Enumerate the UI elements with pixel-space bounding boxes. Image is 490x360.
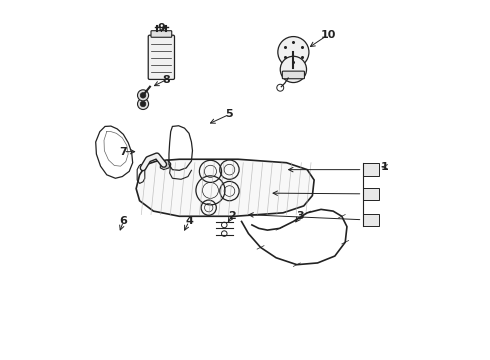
Circle shape <box>138 98 148 109</box>
Circle shape <box>280 56 307 82</box>
Bar <box>363 188 379 200</box>
Text: 5: 5 <box>225 109 233 119</box>
Text: 7: 7 <box>120 147 127 157</box>
Text: 3: 3 <box>296 211 304 221</box>
Text: 1: 1 <box>381 162 389 172</box>
Polygon shape <box>136 159 314 216</box>
Circle shape <box>140 93 146 98</box>
Text: 9: 9 <box>157 23 165 33</box>
FancyBboxPatch shape <box>282 71 304 79</box>
Text: 2: 2 <box>228 211 236 221</box>
Bar <box>363 163 379 176</box>
Circle shape <box>278 37 309 68</box>
FancyBboxPatch shape <box>151 31 171 37</box>
Text: 8: 8 <box>162 75 170 85</box>
Bar <box>363 213 379 226</box>
Text: 10: 10 <box>320 30 336 40</box>
Circle shape <box>138 90 148 101</box>
Circle shape <box>140 101 146 107</box>
Polygon shape <box>160 160 171 170</box>
Text: 6: 6 <box>120 216 127 226</box>
FancyBboxPatch shape <box>148 35 174 80</box>
Text: 4: 4 <box>185 216 193 226</box>
